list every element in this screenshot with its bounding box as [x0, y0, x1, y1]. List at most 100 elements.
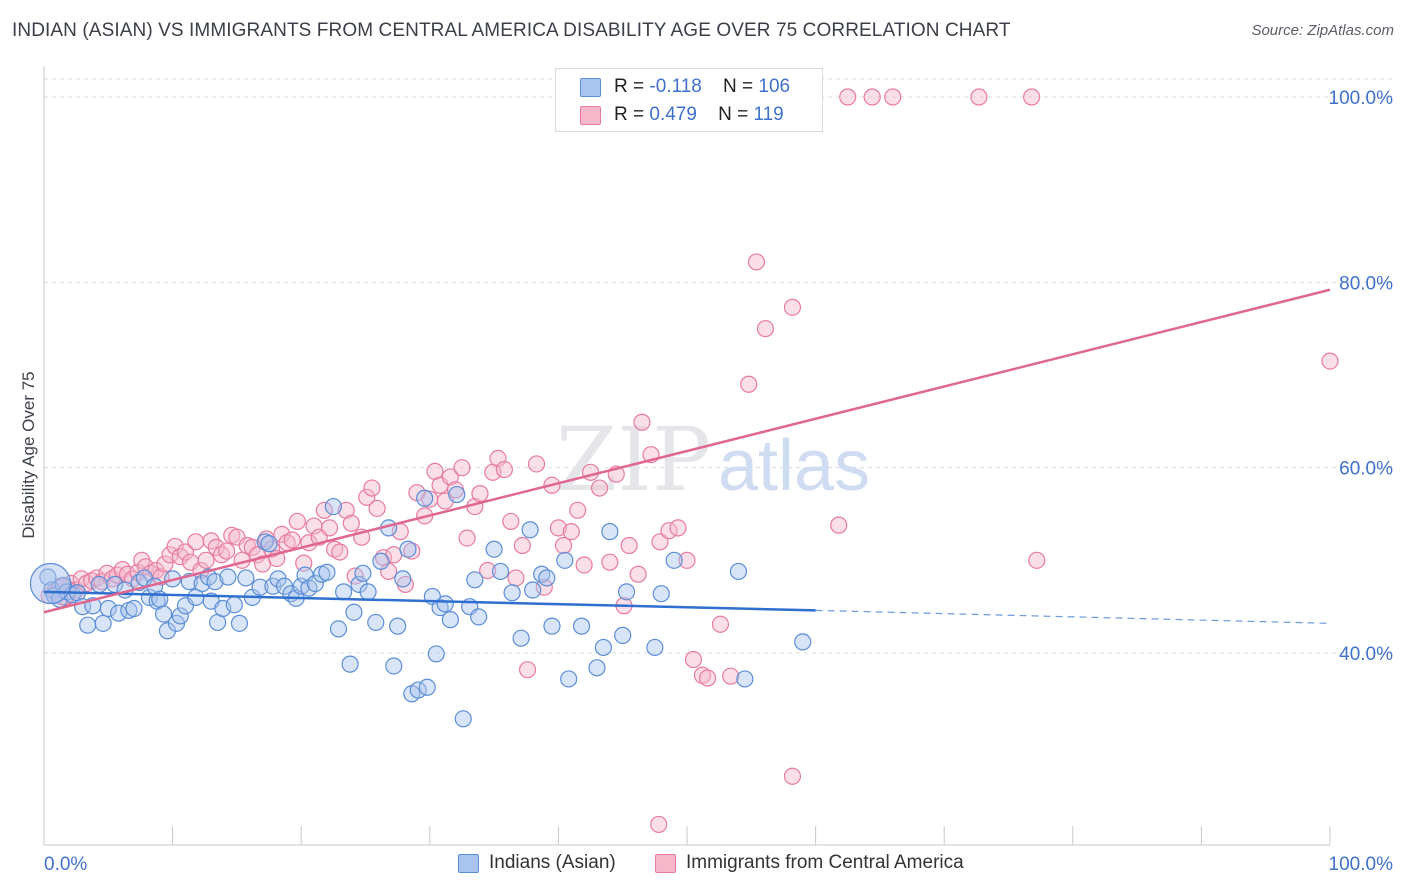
immigrants-point [156, 555, 174, 573]
indians-point [359, 583, 377, 601]
indians-point [230, 614, 249, 632]
indians-point [543, 617, 561, 635]
indians-point [225, 596, 243, 614]
immigrants-point [513, 536, 531, 555]
indians-point-large [29, 562, 72, 605]
immigrants-point [453, 459, 471, 477]
immigrants-point [669, 519, 687, 537]
indians-point [219, 568, 237, 586]
immigrants-point [783, 767, 802, 785]
indians-point [436, 595, 454, 613]
indians-point [329, 620, 348, 638]
immigrants-point [711, 615, 730, 633]
indians-point [335, 583, 353, 601]
x-tick-label-end: 100.0% [1329, 854, 1394, 875]
bottom-legend-swatch-pink [655, 854, 676, 873]
indians-point [109, 604, 128, 622]
y-tick-label: 80.0% [1339, 273, 1393, 294]
immigrants-point [575, 556, 593, 574]
indians-point [454, 710, 472, 728]
immigrants-point [830, 516, 848, 534]
immigrants-point [368, 499, 386, 518]
indians-point [125, 599, 143, 618]
immigrants-point [502, 512, 520, 531]
trendline-indians-extension [815, 609, 1331, 624]
indians-point [538, 569, 556, 587]
indians-point [318, 563, 336, 581]
immigrants-point [331, 543, 349, 561]
tick-labels: 40.0% 60.0% 80.0% 100.0% 0.0% 100.0% [44, 88, 1393, 875]
immigrants-point [747, 253, 766, 271]
immigrants-point [471, 485, 489, 503]
legend-n-value: 119 [753, 104, 784, 125]
immigrants-point [93, 573, 111, 591]
immigrants-point [527, 455, 546, 473]
source-label: Source: ZipAtlas.com [1251, 22, 1394, 39]
correlation-legend: R = -0.118 N = 106 R = 0.479 N = 119 [555, 68, 823, 132]
legend-n-label: N = [722, 76, 754, 97]
immigrants-point [518, 661, 537, 679]
immigrants-point [590, 479, 609, 497]
immigrants-point [698, 669, 717, 687]
chart-title: INDIAN (ASIAN) VS IMMIGRANTS FROM CENTRA… [12, 20, 1011, 41]
indians-point [588, 659, 606, 677]
indians-point [729, 562, 748, 581]
immigrants-point [283, 531, 301, 549]
immigrants-point [171, 548, 189, 566]
indians-point [521, 521, 539, 539]
immigrants-point [549, 519, 568, 537]
immigrants-point [479, 561, 497, 580]
indians-point [154, 605, 173, 623]
indians-point [171, 607, 189, 625]
indians-point [503, 584, 521, 602]
immigrants-point [783, 298, 802, 316]
immigrants-point [218, 542, 236, 560]
indians-point [470, 608, 488, 626]
legend-n-label: N = [718, 104, 749, 125]
series-immigrants-central-america [40, 88, 1339, 834]
immigrants-point [684, 650, 703, 669]
indians-point [206, 573, 224, 591]
watermark-atlas: atlas [718, 426, 870, 506]
immigrants-point [342, 514, 360, 532]
indians-point [512, 629, 530, 647]
immigrants-point [458, 529, 476, 547]
immigrants-point [337, 501, 355, 519]
indians-point [367, 613, 385, 632]
indians-point [399, 540, 417, 558]
indians-point [418, 678, 436, 696]
immigrants-point [441, 468, 459, 486]
bottom-legend-label: Indians (Asian) [489, 852, 616, 873]
immigrants-point [693, 666, 712, 684]
indians-point [572, 617, 591, 635]
immigrants-point [495, 460, 513, 479]
immigrants-point [1023, 88, 1041, 106]
series-indians-asian [29, 485, 812, 728]
indians-point [389, 617, 407, 635]
immigrants-point [320, 519, 339, 537]
indians-point [524, 581, 542, 599]
indians-point [427, 645, 445, 663]
indians-point [341, 655, 359, 673]
immigrants-point [756, 320, 775, 338]
indians-point [416, 489, 434, 507]
indians-point [354, 564, 372, 582]
y-tick-label: 60.0% [1339, 459, 1393, 480]
immigrants-point [315, 501, 333, 519]
immigrants-point [740, 375, 758, 393]
trendline-indians [43, 590, 816, 612]
indians-point [237, 569, 255, 587]
immigrants-point [569, 501, 587, 519]
immigrants-point [166, 537, 184, 556]
indians-point [79, 616, 97, 634]
legend-swatch-blue [580, 78, 601, 97]
immigrants-point [326, 540, 344, 558]
immigrants-point [197, 551, 215, 569]
indians-point [491, 562, 510, 581]
immigrants-point [363, 479, 381, 497]
trendline-immigrants [43, 288, 1331, 614]
immigrants-point [863, 88, 881, 106]
immigrants-point [970, 88, 988, 106]
indians-point [736, 670, 754, 688]
